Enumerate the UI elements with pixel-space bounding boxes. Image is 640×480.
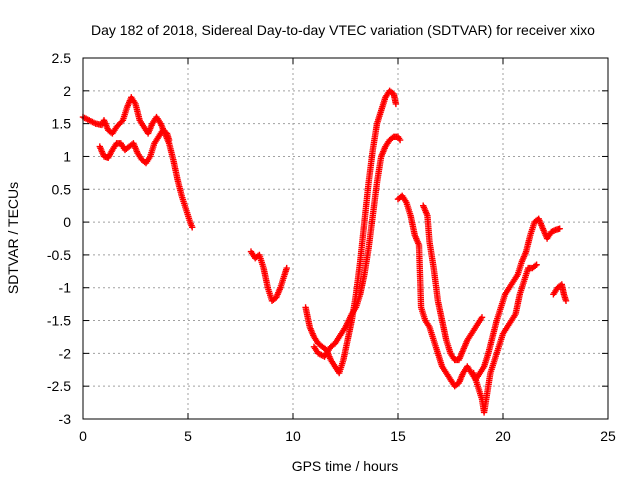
y-tick-label: -0.5 (47, 247, 71, 263)
x-tick-label: 15 (390, 428, 406, 444)
data-point-marker (478, 314, 486, 321)
series-segment-2 (247, 248, 290, 305)
x-tick-label: 5 (184, 428, 192, 444)
series-segment-4c (470, 261, 540, 416)
y-tick-label: 1 (63, 148, 71, 164)
series-segment-3b (310, 133, 404, 360)
y-tick-label: -3 (59, 411, 72, 427)
data-point-marker (396, 136, 404, 144)
series-segment-3a (302, 87, 400, 377)
y-tick-label: 0 (63, 214, 71, 230)
plot-frame (82, 57, 609, 420)
series-segment-1b (96, 127, 173, 167)
series-segment-4a (394, 192, 563, 390)
y-tick-label: 1.5 (52, 116, 72, 132)
y-axis-label: SDTVAR / TECUs (5, 182, 21, 294)
x-tick-label: 0 (79, 428, 87, 444)
x-axis-ticks: 0 5 10 15 20 25 (79, 58, 616, 444)
series-segment-1a (79, 94, 196, 231)
series-segment-5 (550, 281, 570, 305)
y-tick-label: 2 (63, 83, 71, 99)
x-tick-label: 10 (285, 428, 301, 444)
y-tick-label: 2.5 (52, 50, 72, 66)
data-point-marker (533, 261, 540, 268)
data-point-marker (562, 297, 570, 305)
y-tick-label: -2 (59, 345, 72, 361)
data-point-marker (532, 262, 539, 270)
grid (83, 58, 608, 419)
data-point-marker (283, 264, 290, 272)
y-tick-label: -1.5 (47, 313, 71, 329)
y-tick-label: 0.5 (52, 181, 72, 197)
x-tick-label: 20 (495, 428, 511, 444)
data-point-marker (165, 136, 173, 144)
data-point-marker (392, 100, 400, 108)
y-axis-ticks: 2.5 2 1.5 1 0.5 0 -0.5 -1 -1.5 -2 -2.5 -3 (47, 50, 608, 427)
x-axis-label: GPS time / hours (292, 458, 399, 474)
y-tick-label: -2.5 (47, 378, 71, 394)
data-point-marker (189, 224, 196, 231)
data-markers (79, 87, 570, 416)
chart-title: Day 182 of 2018, Sidereal Day-to-day VTE… (91, 22, 595, 38)
data-point-marker (556, 225, 563, 232)
x-tick-label: 25 (600, 428, 616, 444)
y-tick-label: -1 (59, 280, 72, 296)
series-segment-4b (420, 202, 486, 364)
